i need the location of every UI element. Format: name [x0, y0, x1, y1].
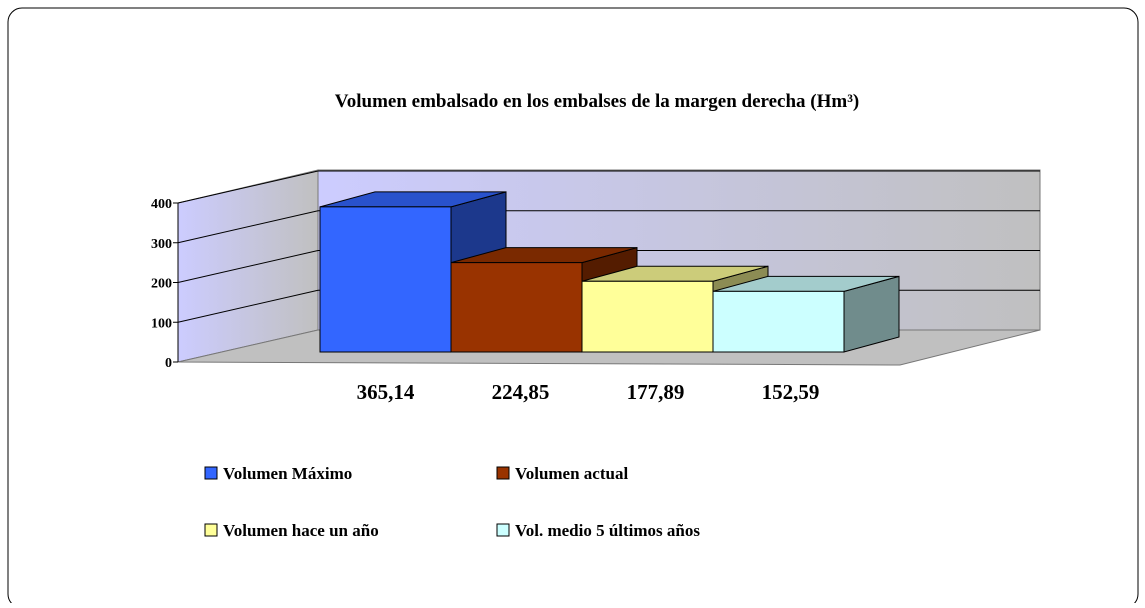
y-tick-label: 300 [151, 237, 172, 252]
value-label: 177,89 [627, 380, 685, 404]
legend-label: Volumen Máximo [223, 464, 352, 483]
value-label: 224,85 [492, 380, 550, 404]
y-tick-label: 400 [151, 197, 172, 212]
legend-swatch [496, 523, 510, 537]
chart-title: Volumen embalsado en los embalses de la … [335, 91, 860, 112]
legend-swatch [496, 466, 510, 480]
y-tick-label: 0 [165, 356, 172, 371]
value-label: 365,14 [357, 380, 415, 404]
bar [450, 262, 583, 353]
grid-line [177, 250, 319, 283]
grid-line [177, 289, 319, 323]
y-tick-label: 200 [151, 277, 172, 292]
grid-line [177, 170, 319, 204]
bar [319, 206, 452, 353]
value-label: 152,59 [762, 380, 820, 404]
legend-label: Volumen hace un año [223, 521, 379, 540]
bar [712, 290, 845, 353]
legend-label: Volumen actual [515, 464, 628, 483]
y-tick-label: 100 [151, 316, 172, 331]
legend-swatch [204, 523, 218, 537]
legend-swatch [204, 466, 218, 480]
bar [581, 280, 714, 353]
grid-line [177, 210, 319, 244]
legend-label: Vol. medio 5 últimos años [515, 521, 700, 540]
